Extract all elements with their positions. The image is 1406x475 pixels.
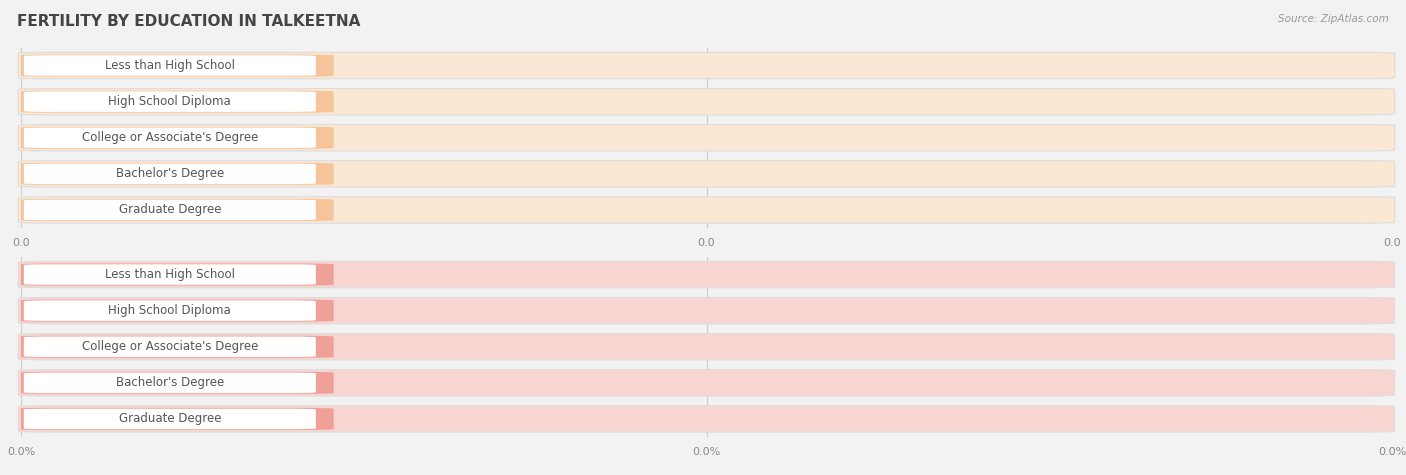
FancyBboxPatch shape: [24, 300, 316, 321]
Text: Bachelor's Degree: Bachelor's Degree: [115, 376, 224, 390]
Text: FERTILITY BY EDUCATION IN TALKEETNA: FERTILITY BY EDUCATION IN TALKEETNA: [17, 14, 360, 29]
Text: Source: ZipAtlas.com: Source: ZipAtlas.com: [1278, 14, 1389, 24]
FancyBboxPatch shape: [18, 370, 1395, 396]
FancyBboxPatch shape: [18, 372, 333, 394]
FancyBboxPatch shape: [18, 91, 333, 113]
FancyBboxPatch shape: [24, 163, 316, 184]
FancyBboxPatch shape: [18, 163, 333, 185]
Text: College or Associate's Degree: College or Associate's Degree: [82, 131, 259, 144]
FancyBboxPatch shape: [24, 408, 316, 429]
Text: 0.0: 0.0: [297, 205, 316, 215]
FancyBboxPatch shape: [18, 264, 333, 285]
FancyBboxPatch shape: [18, 127, 333, 149]
FancyBboxPatch shape: [24, 264, 316, 285]
FancyBboxPatch shape: [18, 52, 1395, 79]
FancyBboxPatch shape: [18, 408, 333, 430]
Text: Graduate Degree: Graduate Degree: [118, 203, 221, 217]
Text: 0.0%: 0.0%: [285, 305, 316, 316]
FancyBboxPatch shape: [18, 300, 333, 322]
Text: 0.0: 0.0: [297, 96, 316, 107]
FancyBboxPatch shape: [24, 200, 316, 220]
FancyBboxPatch shape: [18, 336, 333, 358]
FancyBboxPatch shape: [24, 127, 316, 148]
Text: 0.0: 0.0: [297, 169, 316, 179]
Text: Less than High School: Less than High School: [105, 59, 235, 72]
Text: Bachelor's Degree: Bachelor's Degree: [115, 167, 224, 180]
FancyBboxPatch shape: [24, 91, 316, 112]
Text: 0.0: 0.0: [297, 133, 316, 143]
Text: 0.0%: 0.0%: [285, 378, 316, 388]
FancyBboxPatch shape: [18, 297, 1395, 324]
FancyBboxPatch shape: [18, 197, 1395, 223]
Text: 0.0%: 0.0%: [285, 414, 316, 424]
FancyBboxPatch shape: [18, 88, 1395, 115]
Text: College or Associate's Degree: College or Associate's Degree: [82, 340, 259, 353]
FancyBboxPatch shape: [24, 372, 316, 393]
FancyBboxPatch shape: [18, 199, 333, 221]
FancyBboxPatch shape: [18, 261, 1395, 288]
Text: 0.0%: 0.0%: [285, 342, 316, 352]
Text: High School Diploma: High School Diploma: [108, 304, 231, 317]
FancyBboxPatch shape: [18, 124, 1395, 151]
FancyBboxPatch shape: [24, 336, 316, 357]
Text: Graduate Degree: Graduate Degree: [118, 412, 221, 426]
FancyBboxPatch shape: [18, 161, 1395, 187]
FancyBboxPatch shape: [18, 55, 333, 76]
Text: 0.0%: 0.0%: [285, 269, 316, 280]
FancyBboxPatch shape: [18, 333, 1395, 360]
Text: Less than High School: Less than High School: [105, 268, 235, 281]
FancyBboxPatch shape: [18, 406, 1395, 432]
Text: 0.0: 0.0: [297, 60, 316, 71]
FancyBboxPatch shape: [24, 55, 316, 76]
Text: High School Diploma: High School Diploma: [108, 95, 231, 108]
